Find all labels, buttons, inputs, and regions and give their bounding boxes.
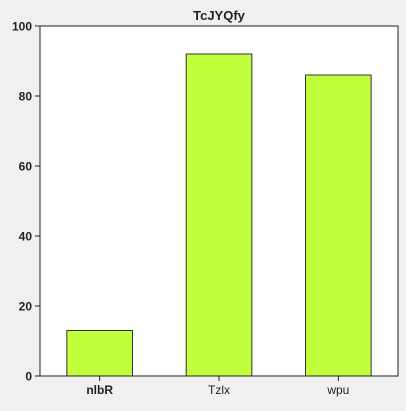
x-tick-label: nlbR <box>86 383 113 397</box>
bars-layer <box>66 53 372 377</box>
y-axis: 0 20 40 60 80 100 <box>12 20 40 384</box>
x-tick-label: wpu <box>326 383 349 397</box>
y-tick-label: 60 <box>19 160 33 174</box>
bar-wpu <box>305 74 372 377</box>
y-tick-label: 0 <box>25 370 32 384</box>
y-tick-label: 40 <box>19 230 33 244</box>
y-tick-label: 80 <box>19 90 33 104</box>
plot-frame <box>39 25 399 377</box>
y-tick-label: 20 <box>19 300 33 314</box>
y-tick-label: 100 <box>12 20 32 34</box>
chart-title: TcJYQfy <box>193 8 246 23</box>
x-tick-label: Tzlx <box>208 383 230 397</box>
x-axis: nlbR Tzlx wpu <box>86 376 349 397</box>
bar-Tzlx <box>185 53 253 377</box>
bar-nlbR <box>66 330 133 377</box>
